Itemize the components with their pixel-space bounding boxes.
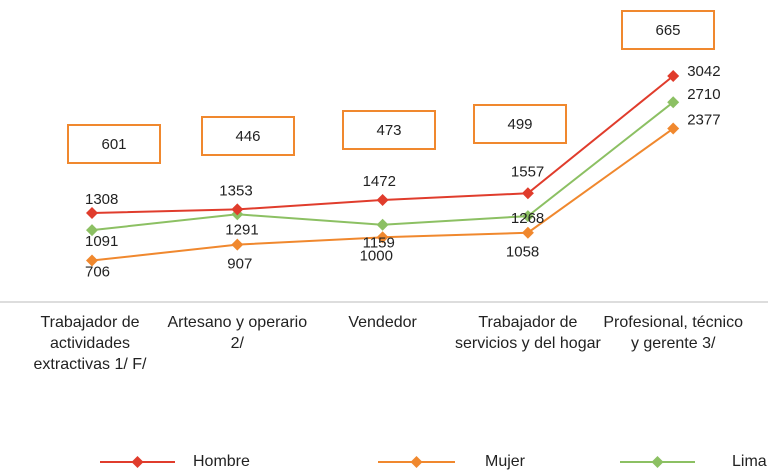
point xyxy=(376,231,389,244)
annotation-label: 473 xyxy=(376,122,401,139)
legend-marker xyxy=(131,456,144,468)
data-label: 1268 xyxy=(511,210,544,227)
point xyxy=(667,122,680,135)
point xyxy=(86,206,98,219)
legend-marker xyxy=(651,456,664,468)
data-label: 1058 xyxy=(506,244,539,261)
point xyxy=(521,210,534,223)
data-label: 2377 xyxy=(687,111,720,128)
data-label: 907 xyxy=(227,256,252,273)
annotation-label: 601 xyxy=(101,136,126,153)
annotation-box xyxy=(621,10,715,50)
legend-label: Mujer xyxy=(485,453,526,470)
x-tick-label: Profesional, técnico y gerente 3/ xyxy=(603,314,743,352)
x-tick-label: Vendedor xyxy=(348,314,417,331)
data-label: 1557 xyxy=(511,163,544,180)
data-label: 1353 xyxy=(219,182,252,199)
annotation-box xyxy=(342,110,436,150)
legend-marker xyxy=(410,456,423,468)
x-tick-label: Trabajador de actividades extractivas 1/… xyxy=(33,314,147,373)
point xyxy=(521,187,534,200)
annotation-label: 446 xyxy=(235,128,260,145)
x-tick-label: Artesano y operario 2/ xyxy=(167,314,308,352)
annotation-label: 665 xyxy=(655,22,680,39)
data-label: 1000 xyxy=(360,247,393,264)
series-line xyxy=(91,75,674,214)
annotation-box xyxy=(473,104,567,144)
point xyxy=(667,69,680,82)
data-label: 1159 xyxy=(363,235,395,252)
point xyxy=(231,238,244,251)
data-label: 3042 xyxy=(687,63,720,80)
point xyxy=(667,96,680,109)
data-label: 1472 xyxy=(363,173,396,190)
data-label: 1091 xyxy=(85,233,118,250)
annotation-box xyxy=(67,124,161,164)
point xyxy=(521,226,534,239)
legend-label: Hombre xyxy=(193,453,250,470)
annotation-label: 499 xyxy=(507,116,532,133)
data-label: 1291 xyxy=(225,221,258,238)
data-label: 1308 xyxy=(85,191,118,208)
point xyxy=(376,218,389,231)
point xyxy=(231,203,244,216)
point xyxy=(86,224,98,237)
annotation-box xyxy=(201,116,295,156)
data-label: 2710 xyxy=(687,86,720,103)
point xyxy=(86,254,98,267)
legend-label: Lima Metropolitana xyxy=(732,453,768,470)
data-label: 706 xyxy=(85,263,110,280)
x-tick-label: Trabajador de servicios y del hogar xyxy=(454,314,601,352)
point xyxy=(376,194,389,207)
